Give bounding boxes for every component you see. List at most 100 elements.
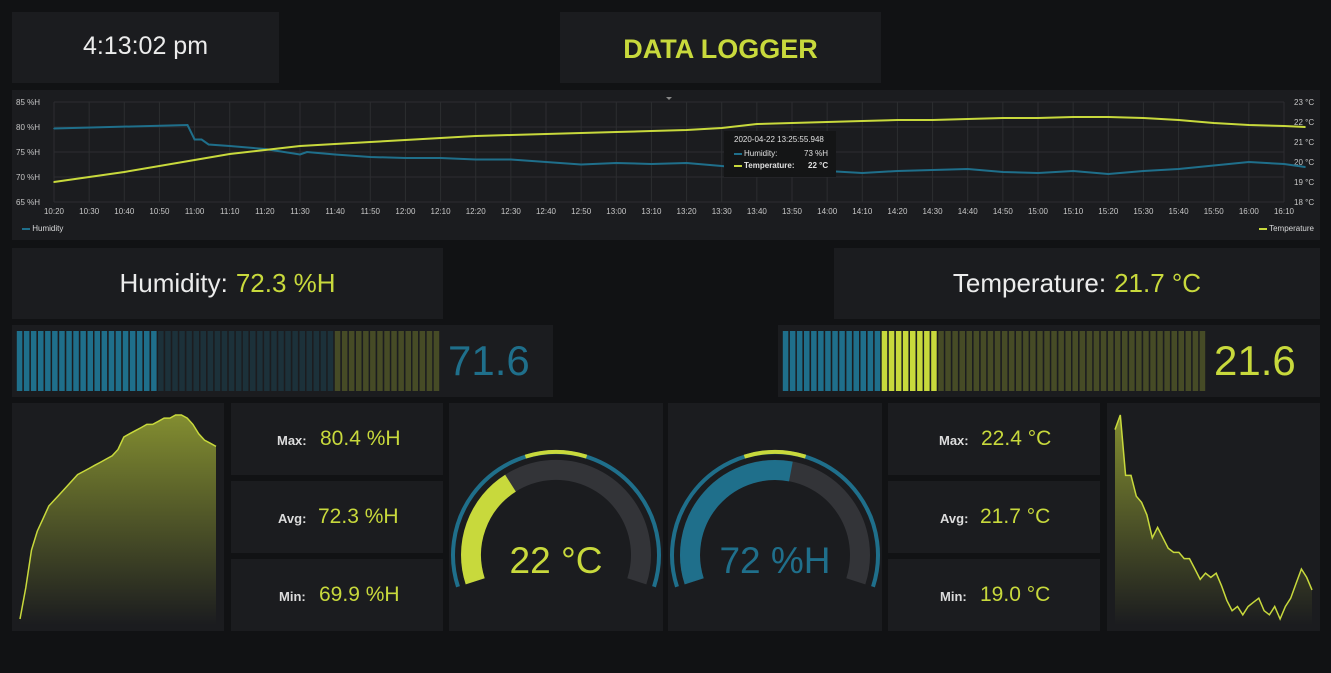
bar-gauge-cell — [87, 331, 93, 391]
data-point-humidity — [1248, 161, 1250, 163]
humidity-stat-value: 72.3 %H — [235, 268, 336, 298]
bar-gauge-cell — [151, 331, 157, 391]
bar-gauge-cell — [1171, 331, 1177, 391]
tooltip-humidity-label: Humidity: — [744, 149, 778, 158]
temperature-max-panel: Max: 22.4 °C — [888, 403, 1100, 475]
bar-gauge-cell — [264, 331, 270, 391]
bar-gauge-cell — [1008, 331, 1015, 391]
data-point-temperature — [123, 171, 126, 173]
x-tick-label: 11:30 — [290, 207, 310, 216]
sparkline-line — [19, 414, 217, 620]
bar-gauge-cell — [384, 331, 390, 391]
data-point-temperature — [615, 131, 618, 133]
x-tick-label: 12:00 — [395, 207, 416, 216]
humidity-bar-gauge — [16, 331, 440, 391]
humidity-min-label: Min: — [279, 589, 306, 604]
timeseries-chart-panel[interactable]: 85 %H 80 %H 75 %H 70 %H 65 %H 23 °C 22 °C 21 °C… — [12, 90, 1320, 240]
bar-gauge-cell — [1129, 331, 1135, 391]
bar-gauge-cell — [186, 331, 192, 391]
data-point-temperature — [404, 139, 407, 141]
y-left-tick-label: 75 %H — [16, 148, 40, 157]
bar-gauge-cell — [945, 331, 951, 391]
legend-temperature-swatch — [1259, 227, 1267, 230]
data-point-temperature — [931, 119, 934, 121]
bar-gauge-cell — [235, 331, 242, 391]
bar-gauge-cell — [285, 331, 291, 391]
x-tick-label: 15:00 — [1028, 207, 1049, 216]
bar-gauge-cell — [959, 331, 965, 391]
bar-gauge-cell — [860, 331, 866, 391]
bar-gauge-cell — [207, 331, 214, 391]
temperature-gauge-value: 22 °C — [509, 540, 603, 581]
bar-gauge-cell — [172, 331, 178, 391]
data-point-humidity — [580, 163, 582, 166]
bar-gauge-cell — [334, 331, 341, 391]
bar-gauge-cell — [1192, 331, 1199, 391]
bar-gauge-cell — [73, 331, 79, 391]
temperature-stat: Temperature: 21.7 °C — [834, 268, 1320, 299]
humidity-max-label: Max: — [277, 433, 307, 448]
temperature-min-value: 19.0 °C — [980, 583, 1051, 606]
humidity-avg-value: 72.3 %H — [318, 505, 399, 528]
x-tick-label: 15:20 — [1098, 207, 1119, 216]
bar-gauge-cell — [1185, 331, 1192, 391]
x-tick-label: 12:50 — [571, 207, 592, 216]
temperature-stat-label: Temperature: — [952, 268, 1107, 298]
data-point-temperature — [861, 120, 864, 122]
bar-gauge-cell — [952, 331, 958, 391]
bar-gauge-cell — [1143, 331, 1149, 391]
x-tick-label: 11:10 — [220, 207, 240, 216]
data-point-temperature — [193, 159, 196, 161]
temperature-min-label: Min: — [940, 589, 967, 604]
x-tick-label: 12:20 — [466, 207, 487, 216]
bar-gauge-cell — [144, 331, 150, 391]
bar-gauge-cell — [1030, 331, 1036, 391]
timeseries-chart[interactable]: 85 %H 80 %H 75 %H 70 %H 65 %H 23 °C 22 °C 21 °C… — [12, 90, 1320, 240]
x-tick-label: 15:10 — [1063, 207, 1084, 216]
x-tick-label: 13:10 — [641, 207, 662, 216]
y-left-tick-label: 65 %H — [16, 198, 40, 207]
data-point-humidity — [1037, 172, 1039, 174]
tooltip-temperature-value: 22 °C — [808, 161, 829, 170]
bar-gauge-cell — [80, 331, 86, 391]
bar-gauge-cell — [1016, 331, 1022, 391]
y-right-tick-label: 20 °C — [1294, 158, 1314, 167]
data-point-humidity — [1002, 171, 1004, 173]
temperature-sparkline — [19, 414, 217, 625]
humidity-min-panel: Min: 69.9 %H — [231, 559, 443, 631]
x-tick-label: 15:40 — [1169, 207, 1190, 216]
bar-gauge-cell — [292, 331, 298, 391]
bar-gauge-cell — [45, 331, 51, 391]
data-point-humidity — [650, 163, 653, 165]
bar-gauge-cell — [23, 331, 30, 391]
temperature-gauge — [451, 449, 661, 588]
data-point-humidity — [404, 157, 407, 159]
bar-gauge-cell — [320, 331, 327, 391]
bar-gauge-cell — [363, 331, 369, 391]
data-point-temperature — [369, 141, 372, 143]
tooltip-temperature-label: Temperature: — [744, 161, 795, 170]
bar-gauge-cell — [1023, 331, 1029, 391]
data-point-humidity — [369, 156, 372, 158]
data-point-humidity — [615, 162, 618, 164]
data-point-humidity — [720, 165, 723, 167]
tooltip-temperature-swatch — [734, 165, 742, 167]
data-point-temperature — [896, 119, 899, 121]
legend-humidity[interactable]: Humidity — [22, 224, 63, 233]
humidity-sparkline-panel — [1107, 403, 1320, 631]
bar-gauge-cell — [874, 331, 881, 391]
bar-gauge-cell — [327, 331, 334, 391]
tooltip-time: 2020-04-22 13:25:55.948 — [734, 135, 824, 144]
temperature-bar-value: 21.6 — [1214, 337, 1296, 384]
bar-gauge-cell — [1136, 331, 1142, 391]
bar-gauge-cell — [881, 331, 888, 391]
bar-gauge-cell — [895, 331, 902, 391]
x-tick-label: 12:10 — [431, 207, 452, 216]
bar-gauge-cell — [1086, 331, 1093, 391]
legend-temperature[interactable]: Temperature — [1259, 224, 1314, 233]
data-point-humidity — [193, 138, 196, 141]
data-point-temperature — [1212, 122, 1215, 124]
data-point-temperature — [685, 129, 688, 131]
dashboard-title: DATA LOGGER — [623, 34, 818, 64]
bar-gauge-cell — [1001, 331, 1008, 391]
